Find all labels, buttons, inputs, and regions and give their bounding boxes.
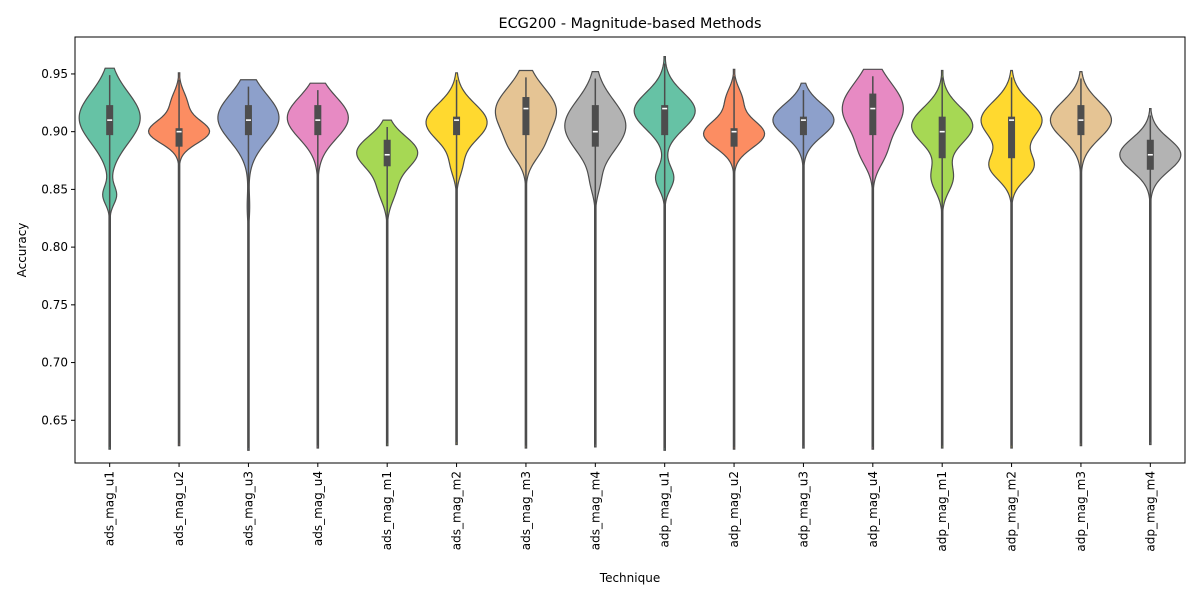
- violin-iqr-box: [522, 97, 530, 136]
- x-tick-label: adp_mag_u2: [727, 471, 741, 548]
- x-tick-label: ads_mag_m2: [450, 471, 464, 550]
- y-tick-label: 0.90: [41, 125, 68, 139]
- x-tick-label: ads_mag_u4: [311, 471, 325, 546]
- y-axis-label: Accuracy: [15, 223, 29, 278]
- x-tick-label: ads_mag_m3: [519, 471, 533, 550]
- y-axis: 0.65 0.70 0.75 0.80 0.85 0.90 0.95: [41, 67, 75, 427]
- violin-iqr-box: [591, 105, 599, 147]
- violins: [78, 56, 1182, 451]
- plot-frame: [74, 36, 1186, 464]
- y-tick-label: 0.80: [41, 240, 68, 254]
- x-tick-label: ads_mag_u1: [103, 471, 117, 546]
- violin-iqr-box: [1008, 116, 1016, 159]
- violin-iqr-box: [661, 105, 669, 136]
- y-tick-label: 0.75: [41, 298, 68, 312]
- x-tick-label: adp_mag_m1: [935, 471, 949, 552]
- y-tick-label: 0.85: [41, 182, 68, 196]
- x-tick-label: ads_mag_m4: [588, 471, 602, 550]
- x-tick-label: adp_mag_m3: [1074, 471, 1088, 552]
- violin-iqr-box: [938, 116, 946, 159]
- x-tick-label: ads_mag_u2: [172, 471, 186, 546]
- x-tick-label: adp_mag_u4: [866, 471, 880, 548]
- y-tick-label: 0.70: [41, 356, 68, 370]
- x-tick-label: ads_mag_u3: [241, 471, 255, 546]
- y-tick-label: 0.65: [41, 413, 68, 427]
- chart-title: ECG200 - Magnitude-based Methods: [498, 16, 761, 32]
- violin-iqr-box: [175, 128, 183, 147]
- violin-iqr-box: [730, 128, 738, 147]
- x-tick-label: adp_mag_m2: [1005, 471, 1019, 552]
- violin-iqr-box: [869, 93, 877, 136]
- violin-iqr-box: [453, 116, 461, 136]
- x-tick-label: adp_mag_m4: [1143, 471, 1157, 552]
- x-axis-label: Technique: [599, 571, 660, 585]
- x-tick-label: adp_mag_u1: [658, 471, 672, 548]
- y-tick-label: 0.95: [41, 67, 68, 81]
- x-axis: ads_mag_u1 ads_mag_u2 ads_mag_u3 ads_mag_u4…: [103, 463, 1157, 552]
- violin-iqr-box: [383, 139, 391, 167]
- violin-iqr-box: [799, 116, 807, 136]
- x-tick-label: ads_mag_m1: [380, 471, 394, 550]
- x-tick-label: adp_mag_u3: [796, 471, 810, 548]
